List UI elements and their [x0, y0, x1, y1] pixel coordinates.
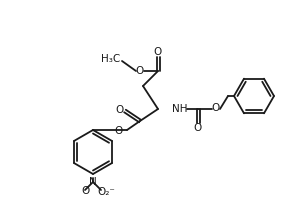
Text: O: O: [212, 103, 220, 113]
Text: O: O: [136, 66, 144, 76]
Text: O: O: [194, 123, 202, 133]
Text: O: O: [82, 186, 90, 196]
Text: O₂⁻: O₂⁻: [97, 187, 115, 197]
Text: N: N: [89, 177, 97, 187]
Text: O: O: [115, 126, 123, 136]
Text: NH: NH: [172, 104, 188, 114]
Text: O: O: [116, 105, 124, 115]
Text: O: O: [154, 47, 162, 57]
Text: H₃C: H₃C: [101, 54, 121, 64]
